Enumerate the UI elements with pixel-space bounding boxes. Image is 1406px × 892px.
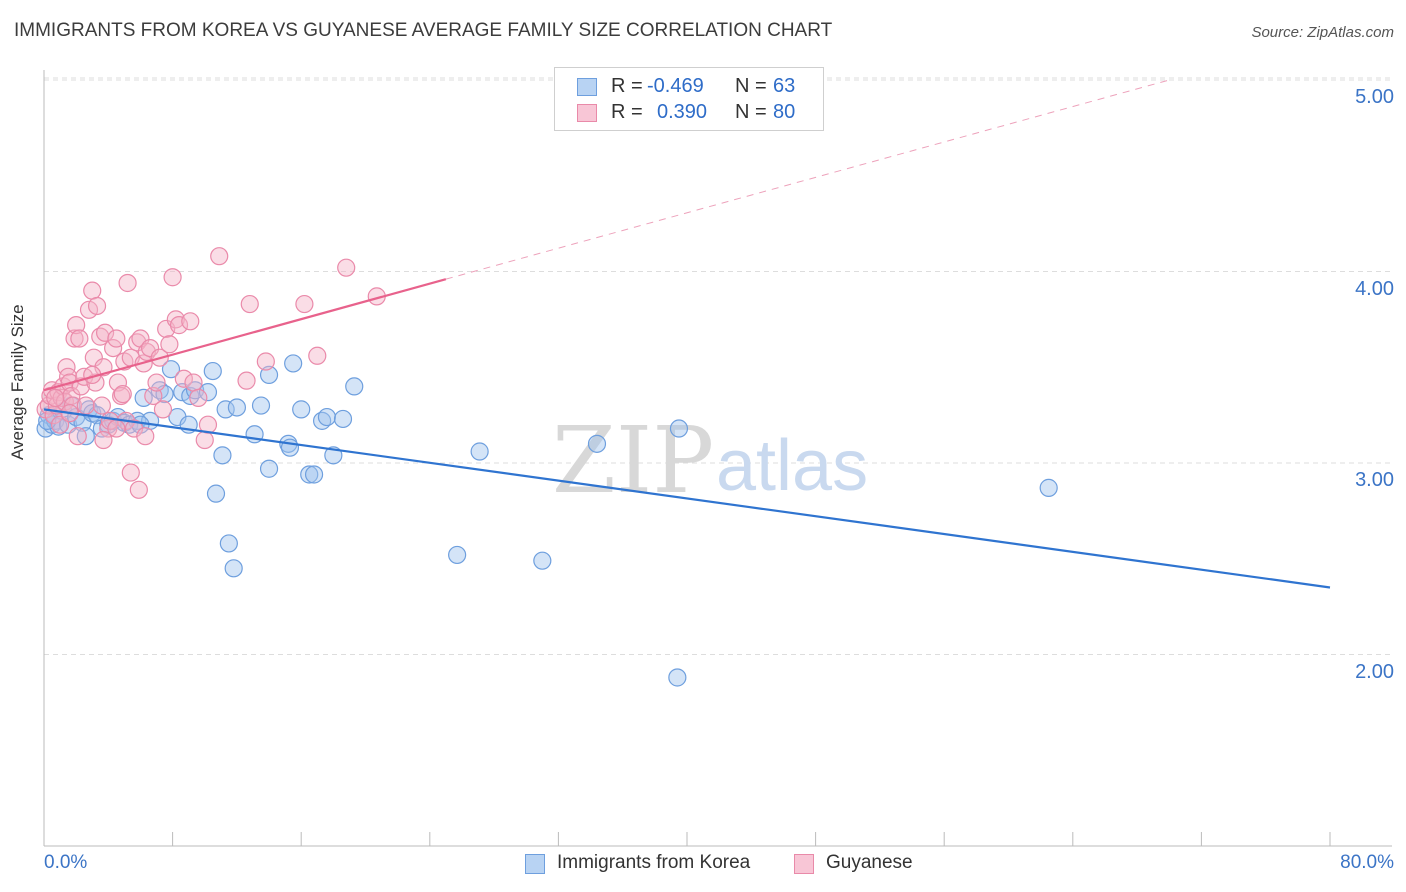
point-korea (161, 360, 181, 379)
point-guyanese (198, 415, 218, 434)
point-korea (587, 434, 607, 453)
point-guyanese (308, 346, 327, 365)
point-korea (216, 400, 235, 419)
point-guyanese (337, 258, 356, 277)
point-korea (669, 419, 689, 438)
correlation-legend: R = -0.469 N = 63 R = 0.390 N = 80 (554, 67, 824, 131)
legend-swatch-pink (577, 104, 597, 122)
point-guyanese (189, 388, 208, 407)
chart-title: IMMIGRANTS FROM KOREA VS GUYANESE AVERAG… (14, 20, 833, 41)
watermark: ZIP atlas (552, 407, 868, 514)
point-guyanese (181, 312, 200, 331)
point-korea (333, 409, 353, 429)
axes (43, 70, 1392, 847)
trend-line-guyanese-extended (445, 79, 1170, 280)
legend-n-label: N = (735, 101, 767, 123)
point-guyanese (129, 480, 148, 499)
point-korea (470, 442, 489, 461)
point-guyanese (160, 335, 179, 354)
trend-lines (43, 79, 1331, 589)
series-label-guyanese: Guyanese (826, 852, 913, 873)
point-guyanese (256, 352, 275, 371)
series-label-korea: Immigrants from Korea (557, 852, 751, 873)
point-korea (284, 354, 303, 373)
watermark-atlas: atlas (716, 426, 868, 506)
point-guyanese (169, 316, 189, 335)
point-guyanese (87, 296, 107, 316)
point-guyanese (107, 329, 126, 348)
legend-swatch-blue (577, 78, 597, 96)
point-guyanese (210, 247, 229, 266)
point-korea (304, 465, 324, 484)
legend-r-value: -0.469 (647, 75, 704, 97)
series-swatch-blue (525, 854, 545, 874)
point-guyanese (113, 384, 132, 404)
point-korea (219, 534, 238, 553)
point-guyanese (240, 294, 259, 314)
point-korea (668, 668, 687, 687)
y-tick-label-3: 3.00 (1355, 469, 1394, 491)
point-guyanese (144, 386, 163, 406)
trend-line-guyanese (43, 278, 447, 392)
point-korea (448, 545, 467, 565)
point-guyanese (163, 268, 182, 287)
point-guyanese (195, 430, 214, 450)
legend-n-label: N = (735, 75, 767, 97)
point-guyanese (70, 329, 89, 348)
legend-r-value: 0.390 (657, 101, 708, 123)
point-guyanese (92, 396, 111, 415)
point-korea (1039, 478, 1058, 497)
point-guyanese (104, 339, 123, 358)
point-guyanese (94, 430, 113, 450)
point-korea (224, 559, 243, 578)
point-guyanese (295, 294, 314, 314)
point-korea (259, 365, 279, 385)
point-korea (259, 459, 279, 478)
point-guyanese (166, 310, 185, 329)
point-guyanese (174, 369, 193, 388)
point-guyanese (68, 427, 87, 446)
point-korea (300, 465, 319, 484)
point-guyanese (107, 419, 126, 438)
x-tick-label-min: 0.0% (44, 852, 88, 873)
point-korea (251, 396, 271, 415)
legend-r-label: R = (611, 75, 643, 97)
point-guyanese (65, 329, 84, 348)
legend-n-value: 80 (773, 101, 796, 123)
point-guyanese (153, 400, 173, 419)
point-guyanese (95, 323, 115, 342)
point-korea (213, 446, 232, 465)
data-points (36, 247, 1058, 687)
point-korea (345, 377, 364, 396)
point-korea (206, 484, 226, 503)
point-guyanese (118, 273, 137, 293)
point-korea (198, 383, 218, 402)
point-guyanese (121, 463, 140, 482)
source-label: Source: ZipAtlas.com (1251, 24, 1394, 41)
trend-line-korea (43, 408, 1331, 589)
point-korea (317, 407, 337, 427)
series-swatch-pink (794, 854, 814, 874)
point-guyanese (140, 339, 160, 358)
point-korea (533, 551, 552, 570)
point-guyanese (147, 373, 166, 392)
y-tick-label-2: 2.00 (1355, 661, 1394, 683)
point-guyanese (76, 396, 95, 415)
point-guyanese (108, 373, 128, 392)
point-guyanese (184, 373, 203, 392)
y-tick-label-4: 4.00 (1355, 278, 1394, 300)
point-korea (292, 400, 311, 419)
point-guyanese (67, 316, 86, 335)
y-tick-label-5: 5.00 (1355, 86, 1394, 108)
point-korea (227, 398, 246, 417)
legend-n-value: 63 (773, 75, 796, 97)
point-guyanese (83, 281, 102, 300)
point-korea (203, 361, 222, 381)
x-tick-label-max: 80.0% (1340, 852, 1394, 873)
point-guyanese (237, 371, 256, 390)
point-guyanese (136, 427, 155, 446)
point-guyanese (46, 388, 65, 407)
legend-r-label: R = (611, 101, 643, 123)
